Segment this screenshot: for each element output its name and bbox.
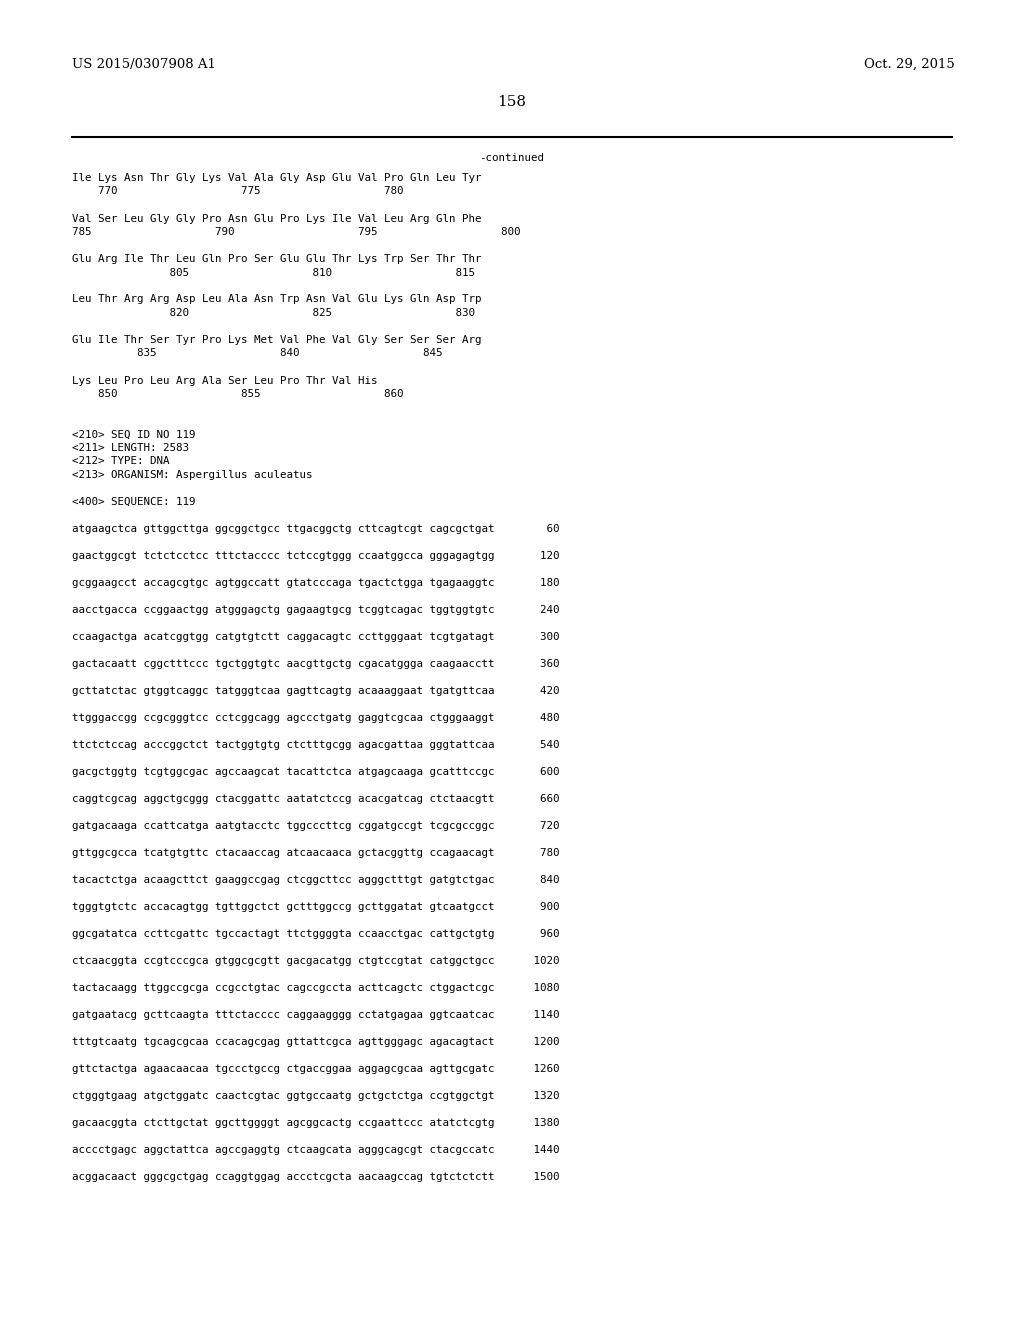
Text: atgaagctca gttggcttga ggcggctgcc ttgacggctg cttcagtcgt cagcgctgat        60: atgaagctca gttggcttga ggcggctgcc ttgacgg… xyxy=(72,524,559,535)
Text: aacctgacca ccggaactgg atgggagctg gagaagtgcg tcggtcagac tggtggtgtc       240: aacctgacca ccggaactgg atgggagctg gagaagt… xyxy=(72,605,559,615)
Text: gcttatctac gtggtcaggc tatgggtcaa gagttcagtg acaaaggaat tgatgttcaa       420: gcttatctac gtggtcaggc tatgggtcaa gagttca… xyxy=(72,686,559,696)
Text: tttgtcaatg tgcagcgcaa ccacagcgag gttattcgca agttgggagc agacagtact      1200: tttgtcaatg tgcagcgcaa ccacagcgag gttattc… xyxy=(72,1038,559,1047)
Text: gacaacggta ctcttgctat ggcttggggt agcggcactg ccgaattccc atatctcgtg      1380: gacaacggta ctcttgctat ggcttggggt agcggca… xyxy=(72,1118,559,1129)
Text: gatgacaaga ccattcatga aatgtacctc tggcccttcg cggatgccgt tcgcgccggc       720: gatgacaaga ccattcatga aatgtacctc tggccct… xyxy=(72,821,559,832)
Text: 785                   790                   795                   800: 785 790 795 800 xyxy=(72,227,520,238)
Text: 805                   810                   815: 805 810 815 xyxy=(72,268,475,277)
Text: 770                   775                   780: 770 775 780 xyxy=(72,186,403,197)
Text: ccaagactga acatcggtgg catgtgtctt caggacagtc ccttgggaat tcgtgatagt       300: ccaagactga acatcggtgg catgtgtctt caggaca… xyxy=(72,632,559,642)
Text: <400> SEQUENCE: 119: <400> SEQUENCE: 119 xyxy=(72,498,196,507)
Text: tacactctga acaagcttct gaaggccgag ctcggcttcc agggctttgt gatgtctgac       840: tacactctga acaagcttct gaaggccgag ctcggct… xyxy=(72,875,559,884)
Text: gttctactga agaacaacaa tgccctgccg ctgaccggaa aggagcgcaa agttgcgatc      1260: gttctactga agaacaacaa tgccctgccg ctgaccg… xyxy=(72,1064,559,1074)
Text: <212> TYPE: DNA: <212> TYPE: DNA xyxy=(72,457,170,466)
Text: ttctctccag acccggctct tactggtgtg ctctttgcgg agacgattaa gggtattcaa       540: ttctctccag acccggctct tactggtgtg ctctttg… xyxy=(72,741,559,750)
Text: <211> LENGTH: 2583: <211> LENGTH: 2583 xyxy=(72,444,189,453)
Text: acggacaact gggcgctgag ccaggtggag accctcgcta aacaagccag tgtctctctt      1500: acggacaact gggcgctgag ccaggtggag accctcg… xyxy=(72,1172,559,1181)
Text: Oct. 29, 2015: Oct. 29, 2015 xyxy=(864,58,955,71)
Text: ctcaacggta ccgtcccgca gtggcgcgtt gacgacatgg ctgtccgtat catggctgcc      1020: ctcaacggta ccgtcccgca gtggcgcgtt gacgaca… xyxy=(72,956,559,966)
Text: -continued: -continued xyxy=(479,153,545,162)
Text: gatgaatacg gcttcaagta tttctacccc caggaagggg cctatgagaa ggtcaatcac      1140: gatgaatacg gcttcaagta tttctacccc caggaag… xyxy=(72,1010,559,1020)
Text: tgggtgtctc accacagtgg tgttggctct gctttggccg gcttggatat gtcaatgcct       900: tgggtgtctc accacagtgg tgttggctct gctttgg… xyxy=(72,902,559,912)
Text: caggtcgcag aggctgcggg ctacggattc aatatctccg acacgatcag ctctaacgtt       660: caggtcgcag aggctgcggg ctacggattc aatatct… xyxy=(72,795,559,804)
Text: 820                   825                   830: 820 825 830 xyxy=(72,308,475,318)
Text: gcggaagcct accagcgtgc agtggccatt gtatcccaga tgactctgga tgagaaggtc       180: gcggaagcct accagcgtgc agtggccatt gtatccc… xyxy=(72,578,559,587)
Text: Glu Ile Thr Ser Tyr Pro Lys Met Val Phe Val Gly Ser Ser Ser Arg: Glu Ile Thr Ser Tyr Pro Lys Met Val Phe … xyxy=(72,335,481,345)
Text: Glu Arg Ile Thr Leu Gln Pro Ser Glu Glu Thr Lys Trp Ser Thr Thr: Glu Arg Ile Thr Leu Gln Pro Ser Glu Glu … xyxy=(72,253,481,264)
Text: Val Ser Leu Gly Gly Pro Asn Glu Pro Lys Ile Val Leu Arg Gln Phe: Val Ser Leu Gly Gly Pro Asn Glu Pro Lys … xyxy=(72,214,481,223)
Text: Leu Thr Arg Arg Asp Leu Ala Asn Trp Asn Val Glu Lys Gln Asp Trp: Leu Thr Arg Arg Asp Leu Ala Asn Trp Asn … xyxy=(72,294,481,305)
Text: ggcgatatca ccttcgattc tgccactagt ttctggggta ccaacctgac cattgctgtg       960: ggcgatatca ccttcgattc tgccactagt ttctggg… xyxy=(72,929,559,939)
Text: gaactggcgt tctctcctcc tttctacccc tctccgtggg ccaatggcca gggagagtgg       120: gaactggcgt tctctcctcc tttctacccc tctccgt… xyxy=(72,550,559,561)
Text: 158: 158 xyxy=(498,95,526,110)
Text: ctgggtgaag atgctggatc caactcgtac ggtgccaatg gctgctctga ccgtggctgt      1320: ctgggtgaag atgctggatc caactcgtac ggtgcca… xyxy=(72,1092,559,1101)
Text: Ile Lys Asn Thr Gly Lys Val Ala Gly Asp Glu Val Pro Gln Leu Tyr: Ile Lys Asn Thr Gly Lys Val Ala Gly Asp … xyxy=(72,173,481,183)
Text: tactacaagg ttggccgcga ccgcctgtac cagccgccta acttcagctc ctggactcgc      1080: tactacaagg ttggccgcga ccgcctgtac cagccgc… xyxy=(72,983,559,993)
Text: US 2015/0307908 A1: US 2015/0307908 A1 xyxy=(72,58,216,71)
Text: ttgggaccgg ccgcgggtcc cctcggcagg agccctgatg gaggtcgcaa ctgggaaggt       480: ttgggaccgg ccgcgggtcc cctcggcagg agccctg… xyxy=(72,713,559,723)
Text: <213> ORGANISM: Aspergillus aculeatus: <213> ORGANISM: Aspergillus aculeatus xyxy=(72,470,312,480)
Text: 850                   855                   860: 850 855 860 xyxy=(72,389,403,399)
Text: gacgctggtg tcgtggcgac agccaagcat tacattctca atgagcaaga gcatttccgc       600: gacgctggtg tcgtggcgac agccaagcat tacattc… xyxy=(72,767,559,777)
Text: Lys Leu Pro Leu Arg Ala Ser Leu Pro Thr Val His: Lys Leu Pro Leu Arg Ala Ser Leu Pro Thr … xyxy=(72,375,378,385)
Text: gactacaatt cggctttccc tgctggtgtc aacgttgctg cgacatggga caagaacctt       360: gactacaatt cggctttccc tgctggtgtc aacgttg… xyxy=(72,659,559,669)
Text: acccctgagc aggctattca agccgaggtg ctcaagcata agggcagcgt ctacgccatc      1440: acccctgagc aggctattca agccgaggtg ctcaagc… xyxy=(72,1144,559,1155)
Text: <210> SEQ ID NO 119: <210> SEQ ID NO 119 xyxy=(72,429,196,440)
Text: 835                   840                   845: 835 840 845 xyxy=(72,348,442,359)
Text: gttggcgcca tcatgtgttc ctacaaccag atcaacaaca gctacggttg ccagaacagt       780: gttggcgcca tcatgtgttc ctacaaccag atcaaca… xyxy=(72,847,559,858)
